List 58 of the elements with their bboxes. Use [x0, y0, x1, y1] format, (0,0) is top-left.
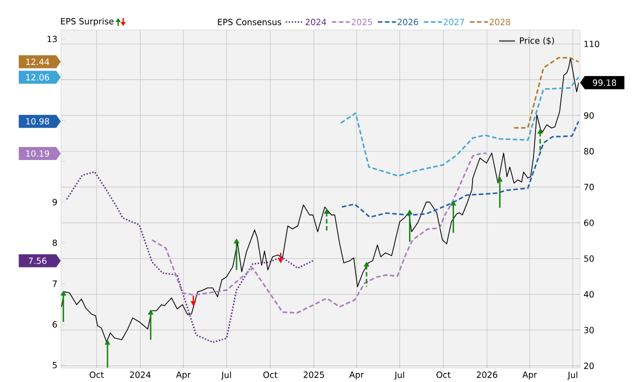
line-series — [66, 171, 314, 344]
x-tick-label: 2025 — [304, 372, 324, 378]
text: 10.19 — [26, 150, 50, 157]
y-tick-label: 9 — [52, 198, 57, 206]
line-series — [341, 120, 580, 218]
x-tick-label: Oct — [263, 372, 278, 378]
point — [148, 310, 154, 315]
y-tick-label: 7 — [52, 280, 57, 287]
y2-tick-label: 110 — [584, 40, 600, 48]
point — [537, 128, 543, 134]
x-tick-label: Jul — [394, 372, 404, 380]
y-tick-label: 13 — [48, 36, 57, 42]
y2-tick-label: 70 — [584, 184, 594, 190]
point — [278, 258, 284, 264]
y-tick-label: 8 — [52, 240, 57, 246]
y2-tick-label: 60 — [584, 220, 594, 226]
line-series — [513, 56, 580, 129]
point — [324, 208, 330, 214]
text: 7.56 — [28, 258, 46, 264]
y2-tick-label: 50 — [584, 255, 594, 262]
x-tick-label: Jul — [567, 372, 578, 380]
point — [234, 238, 240, 244]
text: 12.44 — [26, 58, 50, 65]
legend-label: 2027 — [444, 18, 464, 26]
x-tick-label: Jul — [221, 372, 231, 380]
y2-tick-label: 30 — [584, 326, 594, 334]
x-tick-label: 2026 — [476, 372, 498, 378]
legend-label: 2026 — [398, 18, 418, 26]
point — [406, 210, 412, 214]
text: 12.06 — [26, 74, 50, 81]
point — [190, 301, 196, 306]
y2-tick-label: 90 — [584, 112, 594, 119]
line-series — [151, 152, 488, 314]
line-series — [340, 76, 580, 177]
x-tick-label: Oct — [436, 372, 451, 378]
x-tick-label: Apr — [176, 372, 191, 380]
point — [364, 262, 370, 267]
point — [450, 200, 456, 206]
point — [104, 340, 110, 345]
text: Price ($) — [520, 37, 554, 45]
x-tick-label: Apr — [522, 372, 538, 380]
legend-label: 2025 — [352, 18, 372, 26]
y-tick-label: 5 — [52, 362, 57, 368]
text: EPS Surprise — [61, 18, 114, 26]
point — [497, 176, 503, 182]
legend-label: 2028 — [490, 18, 510, 26]
y2-tick-label: 40 — [584, 291, 594, 298]
point — [60, 290, 66, 296]
data-label: 99.18 — [592, 79, 616, 86]
x-tick-label: Apr — [349, 372, 364, 380]
y2-tick-label: 20 — [584, 362, 594, 370]
x-tick-label: Oct — [90, 372, 104, 378]
y2-tick-label: 80 — [584, 148, 594, 154]
y-tick-label: 6 — [52, 321, 57, 328]
legend-label: 2024 — [306, 18, 326, 26]
text: 10.98 — [26, 118, 50, 125]
x-tick-label: 2024 — [130, 372, 151, 378]
legend-title: EPS Consensus — [218, 18, 282, 26]
